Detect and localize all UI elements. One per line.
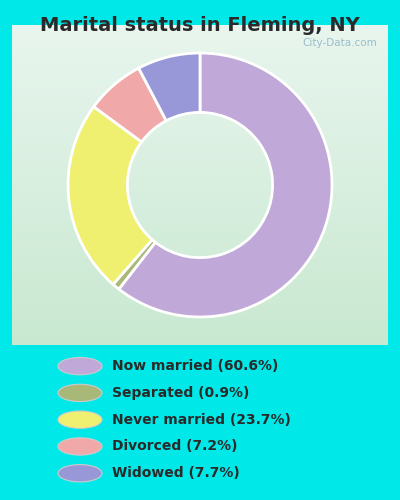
Bar <box>12 249 388 253</box>
Bar <box>12 53 388 57</box>
Bar <box>12 221 388 225</box>
Bar <box>12 285 388 289</box>
Bar <box>12 245 388 249</box>
Bar <box>12 217 388 221</box>
Bar <box>12 333 388 337</box>
Bar <box>12 293 388 297</box>
Bar <box>12 101 388 105</box>
Bar <box>12 45 388 49</box>
Bar <box>12 193 388 197</box>
Bar <box>12 205 388 209</box>
Bar <box>12 201 388 205</box>
Bar <box>12 233 388 237</box>
Bar <box>12 113 388 117</box>
Bar <box>12 97 388 101</box>
Bar <box>12 157 388 161</box>
Bar <box>12 317 388 321</box>
Circle shape <box>58 411 102 428</box>
Text: Now married (60.6%): Now married (60.6%) <box>112 359 278 373</box>
Wedge shape <box>113 240 155 289</box>
Bar <box>12 61 388 65</box>
Bar <box>12 241 388 245</box>
Bar <box>12 189 388 193</box>
Bar <box>12 297 388 301</box>
Bar <box>12 309 388 313</box>
Bar <box>12 149 388 153</box>
Bar <box>12 213 388 217</box>
Bar <box>12 89 388 93</box>
Bar <box>12 329 388 333</box>
Bar <box>12 117 388 121</box>
Bar <box>12 93 388 97</box>
Bar <box>12 137 388 141</box>
Bar <box>12 337 388 341</box>
Bar <box>12 177 388 181</box>
Bar <box>12 277 388 281</box>
Bar <box>12 57 388 61</box>
Bar <box>12 209 388 213</box>
Bar <box>12 173 388 177</box>
Bar <box>12 165 388 169</box>
Bar <box>12 341 388 345</box>
Bar <box>12 29 388 33</box>
Bar <box>12 301 388 305</box>
Bar <box>12 253 388 257</box>
Bar <box>12 25 388 29</box>
Bar <box>12 141 388 145</box>
Circle shape <box>58 438 102 455</box>
Bar <box>12 197 388 201</box>
Circle shape <box>58 464 102 482</box>
Bar <box>12 77 388 81</box>
Bar <box>12 49 388 53</box>
Bar <box>12 161 388 165</box>
Bar <box>12 289 388 293</box>
Bar <box>12 265 388 269</box>
Bar <box>12 145 388 149</box>
Wedge shape <box>139 53 200 120</box>
Bar <box>12 69 388 73</box>
Bar <box>12 105 388 109</box>
Bar <box>12 37 388 41</box>
Bar <box>12 273 388 277</box>
Bar <box>12 321 388 325</box>
Wedge shape <box>68 106 152 284</box>
Bar <box>12 81 388 85</box>
Bar <box>12 65 388 69</box>
Bar <box>12 153 388 157</box>
Bar <box>12 41 388 45</box>
Bar <box>12 261 388 265</box>
Bar <box>12 325 388 329</box>
Bar <box>12 185 388 189</box>
Bar <box>12 257 388 261</box>
Bar <box>12 281 388 285</box>
Bar <box>12 181 388 185</box>
Bar <box>12 125 388 129</box>
Text: City-Data.com: City-Data.com <box>302 38 377 48</box>
Bar <box>12 109 388 113</box>
Bar <box>12 133 388 137</box>
Wedge shape <box>94 68 166 142</box>
Text: Marital status in Fleming, NY: Marital status in Fleming, NY <box>40 16 360 35</box>
Bar <box>12 313 388 317</box>
Bar <box>12 73 388 77</box>
Bar <box>12 169 388 173</box>
Text: Separated (0.9%): Separated (0.9%) <box>112 386 249 400</box>
Circle shape <box>58 384 102 402</box>
Bar <box>12 225 388 229</box>
Text: Widowed (7.7%): Widowed (7.7%) <box>112 466 240 480</box>
Bar <box>12 305 388 309</box>
Bar <box>12 229 388 233</box>
Bar <box>12 85 388 89</box>
Bar <box>12 33 388 37</box>
Text: Divorced (7.2%): Divorced (7.2%) <box>112 440 238 454</box>
Bar <box>12 269 388 273</box>
Circle shape <box>58 358 102 375</box>
Text: Never married (23.7%): Never married (23.7%) <box>112 412 291 426</box>
Wedge shape <box>119 53 332 317</box>
Bar <box>12 237 388 241</box>
Bar <box>12 129 388 133</box>
Bar <box>12 121 388 125</box>
